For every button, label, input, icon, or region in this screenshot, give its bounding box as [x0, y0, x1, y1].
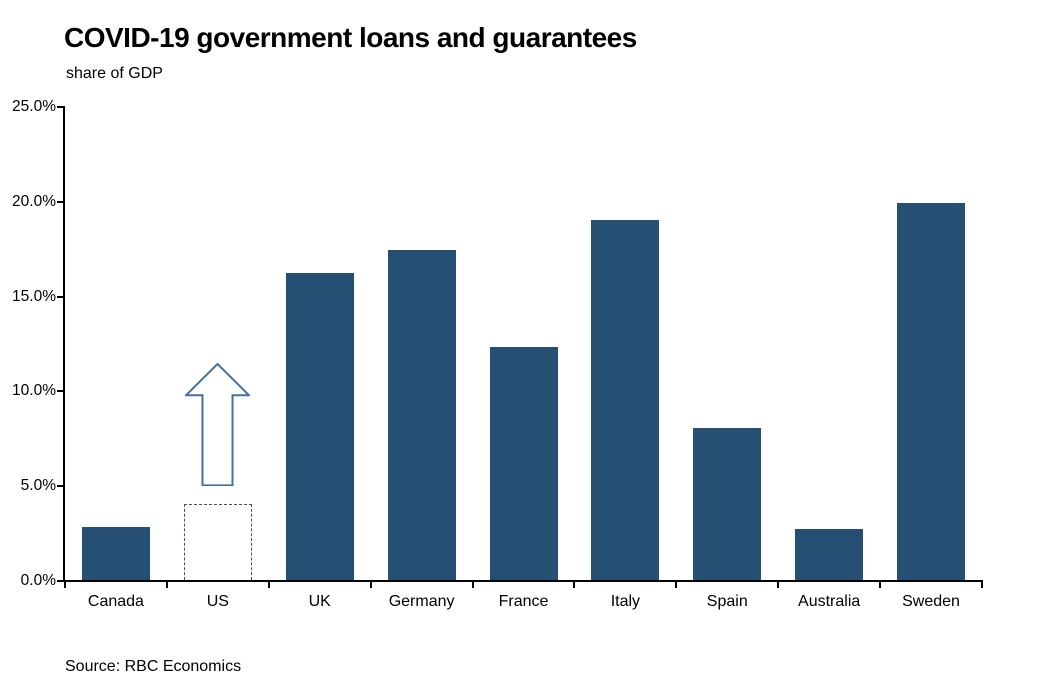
bar-australia — [795, 528, 864, 580]
y-tick — [57, 390, 63, 393]
y-tick-label: 25.0% — [12, 98, 56, 115]
x-label-spain: Spain — [706, 593, 748, 610]
x-label-uk: UK — [308, 593, 331, 610]
y-tick-label: 20.0% — [12, 192, 56, 210]
x-tick — [879, 582, 882, 588]
bar-italy — [591, 219, 660, 580]
x-label-us: US — [206, 593, 229, 610]
x-tick — [64, 582, 66, 588]
x-tick — [165, 582, 168, 588]
x-tick — [267, 582, 270, 588]
y-tick-label: 0.0% — [20, 572, 56, 589]
x-label-sweden: Sweden — [902, 593, 960, 610]
bar-canada — [81, 526, 150, 580]
x-tick — [573, 582, 576, 588]
x-tick — [369, 582, 372, 588]
y-tick — [57, 200, 63, 203]
x-label-germany: Germany — [388, 593, 455, 610]
x-label-australia: Australia — [798, 593, 861, 610]
x-tick — [981, 582, 983, 588]
y-tick — [57, 295, 63, 298]
y-tick — [57, 580, 63, 582]
y-tick — [57, 106, 63, 108]
y-axis — [63, 106, 65, 582]
chart-subtitle: share of GDP — [66, 65, 163, 82]
up-arrow-icon — [185, 362, 251, 487]
x-axis — [63, 580, 983, 582]
bar-france — [489, 346, 558, 580]
y-tick-label: 10.0% — [12, 382, 56, 400]
x-tick — [777, 582, 780, 588]
x-label-italy: Italy — [610, 593, 641, 610]
chart-title: COVID-19 government loans and guarantees — [64, 22, 637, 53]
x-label-france: France — [498, 593, 549, 610]
y-tick-label: 15.0% — [12, 287, 56, 305]
source-note: Source: RBC Economics — [65, 658, 242, 675]
bar-spain — [693, 428, 762, 580]
y-tick — [57, 485, 63, 488]
bar-us — [183, 504, 252, 580]
bar-sweden — [897, 202, 966, 580]
x-label-canada: Canada — [87, 593, 144, 610]
x-tick — [675, 582, 678, 588]
y-tick-label: 5.0% — [20, 477, 56, 495]
bar-germany — [387, 250, 456, 580]
bar-uk — [285, 272, 354, 580]
x-tick — [471, 582, 474, 588]
